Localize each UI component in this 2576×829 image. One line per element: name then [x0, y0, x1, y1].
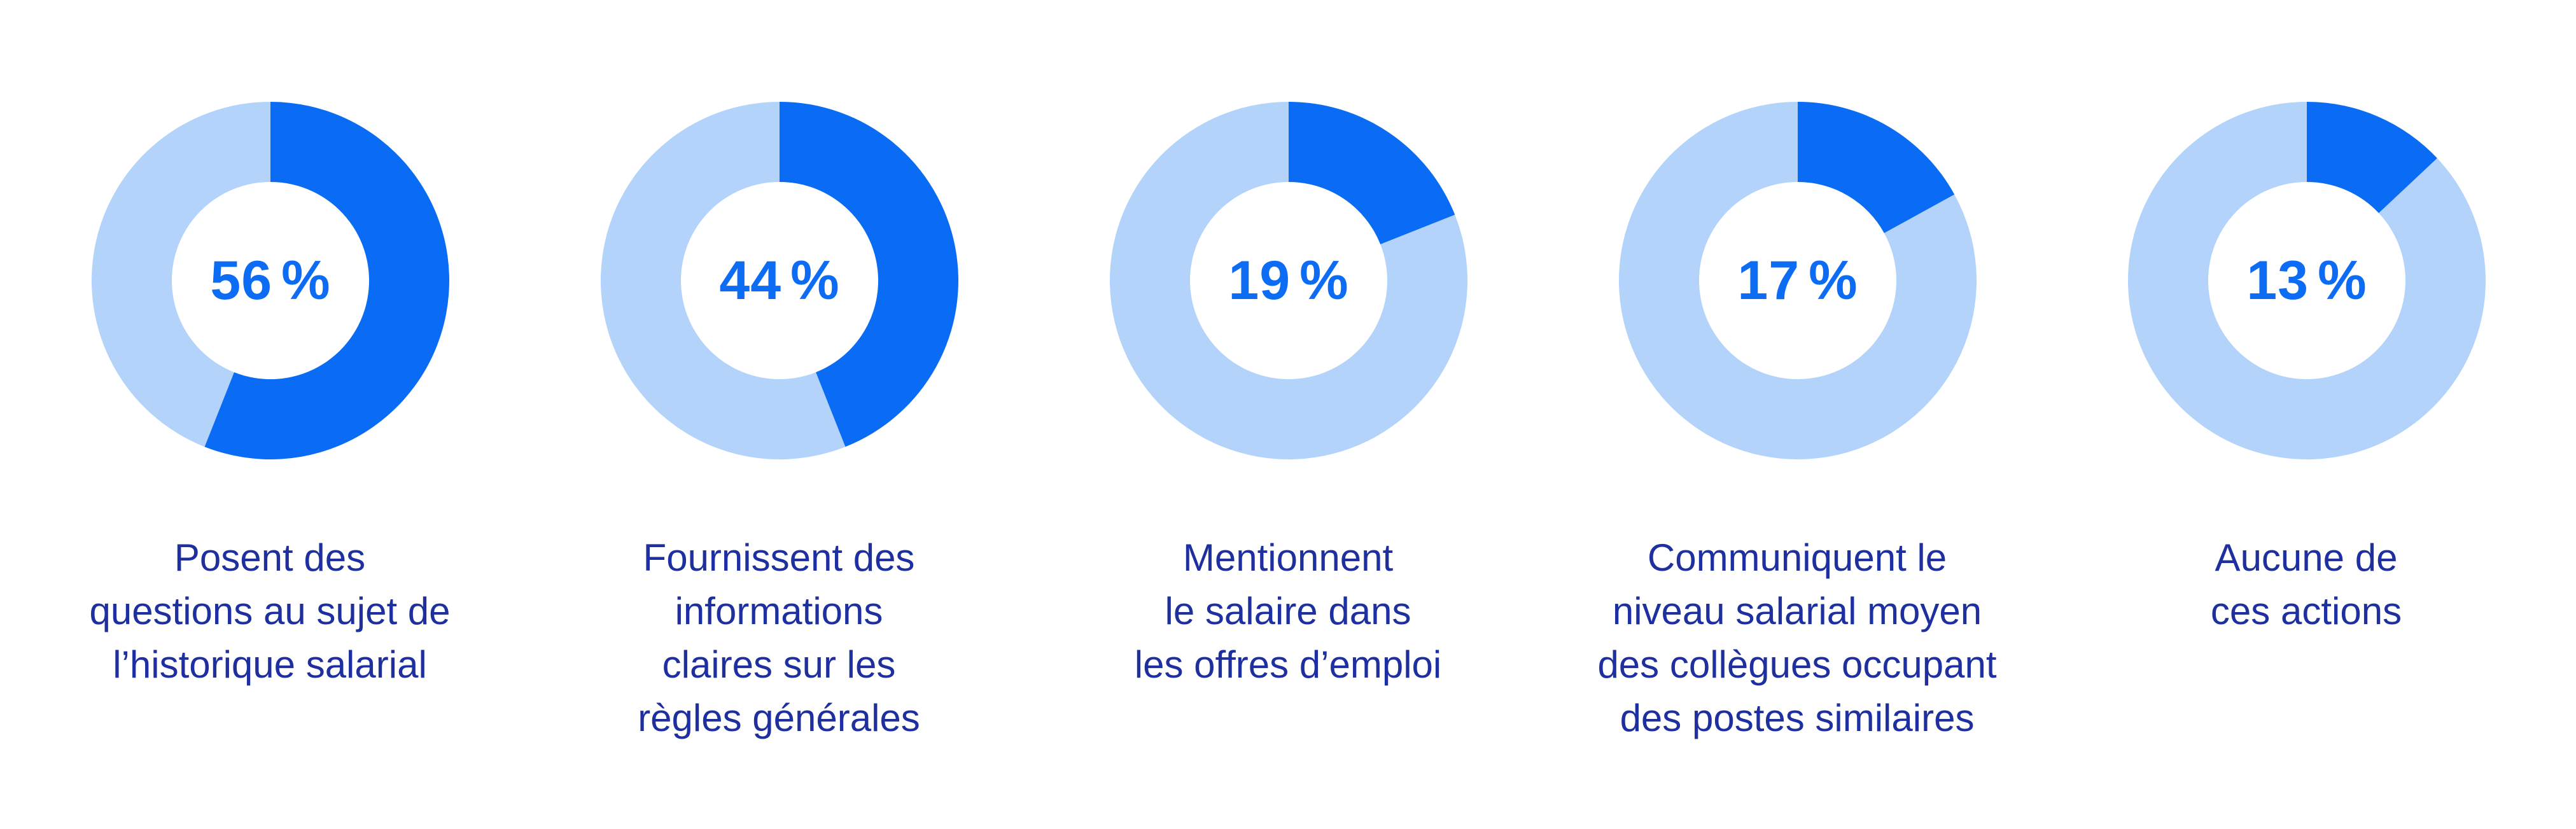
category-label-line: le salaire dans [1165, 590, 1411, 632]
category-label-line: claires sur les [662, 643, 896, 686]
category-label-line: niveau salarial moyen [1612, 590, 1982, 632]
donut-value-slice [1798, 102, 1955, 233]
percent-unit: % [790, 249, 840, 311]
percent-label: 17% [1619, 102, 1977, 459]
donut: 13% [2128, 102, 2486, 459]
donut-svg [92, 102, 449, 459]
category-label-line: l’historique salarial [113, 643, 427, 686]
percent-value: 13 [2246, 249, 2309, 311]
donut-chart: 17% Communiquent le niveau salarial moyen d… [1543, 0, 2052, 829]
category-label-line: des collègues occupant [1597, 643, 1997, 686]
category-label: Aucune de ces actions [2052, 531, 2561, 638]
percent-unit: % [2318, 249, 2367, 311]
percent-label: 19% [1110, 102, 1467, 459]
percent-label: 13% [2128, 102, 2486, 459]
percent-value: 19 [1228, 249, 1291, 311]
percent-value: 44 [719, 249, 782, 311]
category-label-line: Posent des [174, 536, 366, 579]
category-label-line: Aucune de [2215, 536, 2398, 579]
donut-svg [601, 102, 958, 459]
donut: 56% [92, 102, 449, 459]
donut-svg [1110, 102, 1467, 459]
category-label-line: les offres d’emploi [1134, 643, 1442, 686]
percent-value: 17 [1737, 249, 1800, 311]
category-label: Fournissent des informations claires sur l… [524, 531, 1033, 745]
donut-rest-slice [92, 102, 270, 447]
category-label-line: règles générales [638, 697, 920, 739]
donut: 17% [1619, 102, 1977, 459]
percent-label: 44% [601, 102, 958, 459]
donut-value-slice [204, 102, 449, 459]
category-label: Communiquent le niveau salarial moyen des … [1543, 531, 2052, 745]
category-label: Posent des questions au sujet de l’histori… [15, 531, 524, 692]
percent-unit: % [1809, 249, 1858, 311]
category-label-line: des postes similaires [1620, 697, 1975, 739]
donut: 44% [601, 102, 958, 459]
category-label: Mentionnent le salaire dans les offres d’e… [1033, 531, 1543, 692]
donut-value-slice [1289, 102, 1455, 244]
donut-value-slice [780, 102, 958, 447]
category-label-line: Fournissent des [643, 536, 915, 579]
donut-chart: 44% Fournissent des informations claires su… [524, 0, 1033, 829]
donut-chart: 56% Posent des questions au sujet de l’hist… [15, 0, 524, 829]
category-label-line: questions au sujet de [89, 590, 451, 632]
category-label-line: informations [675, 590, 883, 632]
category-label-line: Communiquent le [1647, 536, 1947, 579]
donut-rest-slice [601, 102, 846, 459]
donut-rest-slice [2128, 102, 2486, 459]
donut-rest-slice [1619, 102, 1977, 459]
donut-rest-slice [1110, 102, 1467, 459]
percent-label: 56% [92, 102, 449, 459]
donut-value-slice [2307, 102, 2437, 213]
percent-unit: % [1299, 249, 1349, 311]
donut: 19% [1110, 102, 1467, 459]
donut-chart: 13% Aucune de ces actions [2052, 0, 2561, 829]
donut-svg [1619, 102, 1977, 459]
percent-unit: % [281, 249, 331, 311]
category-label-line: ces actions [2210, 590, 2402, 632]
category-label-line: Mentionnent [1182, 536, 1394, 579]
percent-value: 56 [210, 249, 273, 311]
donut-chart: 19% Mentionnent le salaire dans les offres … [1033, 0, 1543, 829]
donut-svg [2128, 102, 2486, 459]
